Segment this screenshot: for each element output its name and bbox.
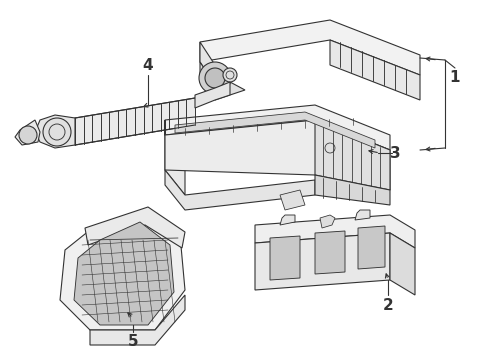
Polygon shape xyxy=(390,233,415,295)
Circle shape xyxy=(19,126,37,144)
Text: 2: 2 xyxy=(383,297,393,312)
Polygon shape xyxy=(195,82,230,108)
Polygon shape xyxy=(75,98,195,145)
Polygon shape xyxy=(270,236,300,280)
Polygon shape xyxy=(320,215,335,228)
Polygon shape xyxy=(165,170,315,210)
Circle shape xyxy=(43,118,71,146)
Polygon shape xyxy=(200,42,215,85)
Polygon shape xyxy=(255,215,415,248)
Polygon shape xyxy=(90,295,185,345)
Polygon shape xyxy=(200,20,420,75)
Polygon shape xyxy=(165,120,185,195)
Circle shape xyxy=(199,62,231,94)
Polygon shape xyxy=(315,231,345,274)
Polygon shape xyxy=(60,210,185,330)
Polygon shape xyxy=(330,40,420,100)
Polygon shape xyxy=(35,115,75,148)
Text: 5: 5 xyxy=(128,334,138,350)
Text: 4: 4 xyxy=(143,58,153,72)
Polygon shape xyxy=(358,226,385,269)
Polygon shape xyxy=(355,210,370,220)
Polygon shape xyxy=(315,175,390,205)
Polygon shape xyxy=(315,120,390,190)
Text: 3: 3 xyxy=(390,145,400,161)
Polygon shape xyxy=(74,222,174,325)
Text: 1: 1 xyxy=(450,71,460,85)
Polygon shape xyxy=(165,120,390,190)
Polygon shape xyxy=(280,215,295,225)
Polygon shape xyxy=(175,112,375,148)
Polygon shape xyxy=(85,207,185,248)
Circle shape xyxy=(223,68,237,82)
Circle shape xyxy=(205,68,225,88)
Polygon shape xyxy=(215,82,245,100)
Polygon shape xyxy=(200,62,215,100)
Polygon shape xyxy=(15,120,40,145)
Polygon shape xyxy=(165,105,390,150)
Polygon shape xyxy=(255,233,390,290)
Polygon shape xyxy=(280,190,305,210)
